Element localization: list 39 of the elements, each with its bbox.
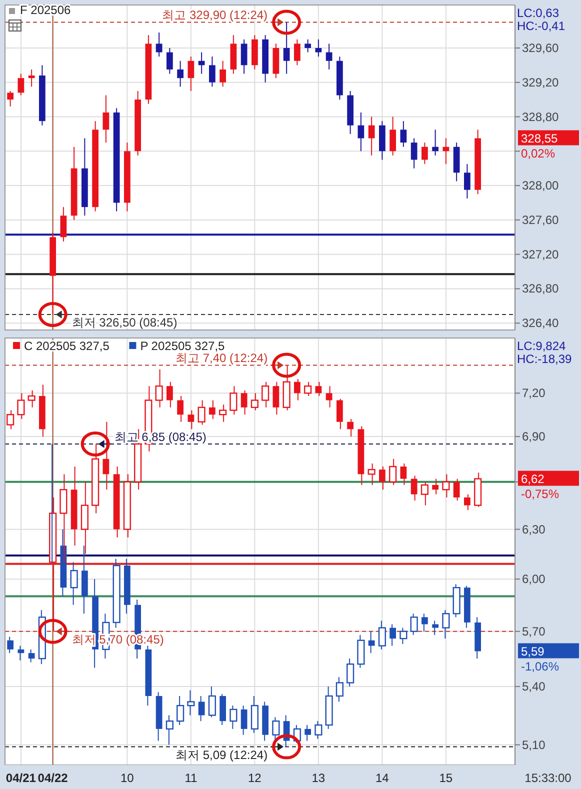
x-tick-label: 04/21 [6, 771, 36, 785]
y-tick-label: 5,10 [522, 738, 546, 752]
y-tick-label: 5,70 [522, 624, 546, 638]
x-tick-label: 11 [184, 771, 198, 785]
y-tick-label: 5,40 [522, 680, 546, 694]
y-tick-label: 328,00 [522, 178, 560, 193]
y-tick-label: 6,90 [522, 430, 546, 444]
x-tick-label: 15 [439, 771, 453, 785]
text: -1,06% [521, 659, 560, 674]
x-tick-label: 04/22 [38, 771, 68, 785]
text: LC:9,824 [517, 339, 566, 353]
x-tick-label: 12 [248, 771, 262, 785]
y-tick-label: 329,20 [522, 75, 560, 90]
y-tick-label: 327,60 [522, 212, 560, 227]
text: HC:-0,41 [517, 19, 566, 33]
ref-line-label: 최저 5,09 (12:24) [176, 748, 268, 762]
y-tick-label: 7,20 [522, 386, 546, 400]
ref-line-label: 최저 326,50 (08:45) [72, 316, 178, 330]
text: LC:0,63 [517, 6, 560, 20]
text: 6,62 [521, 472, 545, 486]
y-tick-label: 6,00 [522, 572, 546, 586]
ref-line-label: 최고 329,90 (12:24) [162, 8, 268, 22]
y-tick-label: 327,20 [522, 247, 560, 262]
y-tick-label: 329,60 [522, 40, 560, 55]
x-tick-label: 14 [376, 771, 390, 785]
x-tick-label: 10 [120, 771, 134, 785]
text: 5,59 [521, 644, 545, 658]
y-tick-label: 328,80 [522, 110, 560, 124]
text: HC:-18,39 [517, 352, 572, 366]
text: 0,02% [521, 146, 556, 160]
ref-line-label: 최고 7,40 (12:24) [176, 351, 268, 366]
text: 15:33:00 [524, 771, 572, 785]
text: -0,75% [521, 486, 560, 501]
y-tick-label: 326,40 [522, 316, 560, 330]
x-tick-label: 13 [312, 771, 326, 785]
legend-label: P 202505 327,5 [140, 339, 226, 353]
y-tick-label: 6,30 [522, 522, 546, 536]
text: 328,55 [521, 131, 558, 146]
y-tick-label: 326,80 [522, 282, 560, 296]
